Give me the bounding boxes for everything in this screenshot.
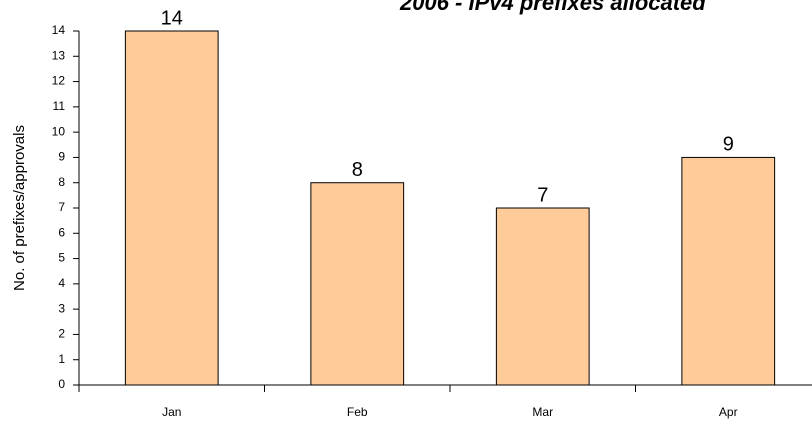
- y-axis-label: No. of prefixes/approvals: [11, 125, 28, 291]
- chart-title: 2006 - IPv4 prefixes allocated: [399, 0, 706, 15]
- bar: [681, 156, 776, 386]
- data-label: 9: [723, 134, 734, 156]
- x-tick-label: Mar: [532, 405, 553, 419]
- y-tick-label: 4: [58, 276, 65, 290]
- y-tick-label: 7: [58, 200, 65, 214]
- bar: [310, 182, 405, 386]
- data-label: 8: [352, 159, 363, 181]
- y-tick-label: 8: [58, 175, 65, 189]
- y-tick-label: 0: [58, 377, 65, 391]
- data-label: 7: [537, 184, 548, 206]
- y-tick-label: 11: [53, 99, 66, 113]
- y-tick-label: 1: [58, 352, 65, 366]
- y-tick-label: 10: [52, 124, 66, 138]
- data-label: 14: [161, 7, 183, 29]
- y-tick-label: 6: [58, 225, 65, 239]
- x-tick-label: Apr: [719, 405, 738, 419]
- y-tick-label: 3: [58, 301, 65, 315]
- y-tick-label: 5: [58, 251, 65, 265]
- x-tick-label: Jan: [162, 405, 181, 419]
- bar: [124, 30, 219, 386]
- y-tick-label: 9: [58, 150, 65, 164]
- x-tick-label: Feb: [347, 405, 368, 419]
- y-tick-label: 14: [52, 23, 66, 37]
- y-tick-label: 2: [58, 327, 65, 341]
- y-tick-label: 12: [52, 74, 66, 88]
- y-tick-label: 13: [52, 48, 66, 62]
- bar: [495, 207, 590, 386]
